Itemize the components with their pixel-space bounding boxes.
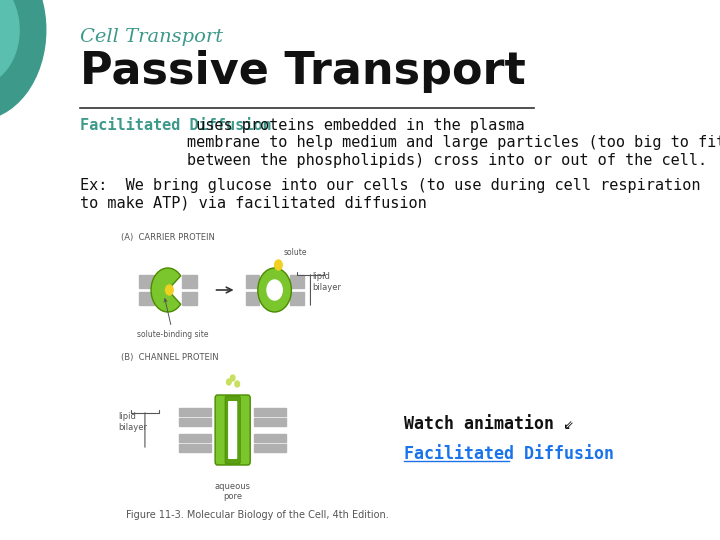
Text: Facilitated Diffusion: Facilitated Diffusion — [80, 118, 271, 133]
FancyBboxPatch shape — [228, 401, 237, 459]
Bar — [246, 282, 259, 288]
Bar — [181, 282, 197, 288]
Circle shape — [267, 280, 282, 300]
Circle shape — [0, 0, 46, 120]
Bar — [254, 408, 286, 416]
Text: lipid
bilayer: lipid bilayer — [118, 413, 147, 431]
Bar — [246, 299, 259, 305]
Bar — [179, 444, 211, 452]
FancyBboxPatch shape — [215, 395, 250, 465]
Text: solute: solute — [284, 248, 307, 257]
Bar — [139, 275, 154, 281]
Bar — [254, 434, 286, 442]
Bar — [179, 418, 211, 426]
Text: aqueous
pore: aqueous pore — [215, 482, 251, 502]
Bar — [254, 444, 286, 452]
Bar — [181, 292, 197, 298]
Bar — [139, 282, 154, 288]
Text: Figure 11-3. Molecular Biology of the Cell, 4th Edition.: Figure 11-3. Molecular Biology of the Ce… — [126, 510, 389, 520]
Wedge shape — [151, 268, 181, 312]
Bar — [181, 275, 197, 281]
Circle shape — [235, 381, 240, 387]
Text: solute-binding site: solute-binding site — [138, 299, 209, 339]
Text: uses proteins embedded in the plasma
membrane to help medium and large particles: uses proteins embedded in the plasma mem… — [187, 118, 720, 168]
Bar — [254, 418, 286, 426]
Text: Ex:  We bring glucose into our cells (to use during cell respiration
to make ATP: Ex: We bring glucose into our cells (to … — [80, 178, 701, 211]
Bar — [179, 434, 211, 442]
Bar — [139, 292, 154, 298]
Text: Cell Transport: Cell Transport — [80, 28, 223, 46]
Circle shape — [166, 285, 173, 295]
Text: Watch animation ⇙: Watch animation ⇙ — [404, 415, 575, 433]
Text: lipid
bilayer: lipid bilayer — [312, 272, 342, 292]
Bar — [139, 299, 154, 305]
Text: (A)  CARRIER PROTEIN: (A) CARRIER PROTEIN — [120, 233, 215, 242]
Text: Facilitated Diffusion: Facilitated Diffusion — [404, 445, 614, 463]
Bar — [179, 408, 211, 416]
Bar — [290, 275, 304, 281]
Circle shape — [274, 260, 282, 270]
Bar — [290, 299, 304, 305]
Circle shape — [230, 375, 235, 381]
Circle shape — [227, 379, 231, 385]
Bar — [246, 275, 259, 281]
Bar — [290, 292, 304, 298]
Wedge shape — [258, 268, 292, 312]
Circle shape — [0, 0, 19, 85]
Bar — [246, 292, 259, 298]
FancyBboxPatch shape — [225, 396, 240, 464]
Text: (B)  CHANNEL PROTEIN: (B) CHANNEL PROTEIN — [120, 353, 218, 362]
Bar — [290, 282, 304, 288]
Text: Passive Transport: Passive Transport — [80, 50, 526, 93]
Bar — [181, 299, 197, 305]
